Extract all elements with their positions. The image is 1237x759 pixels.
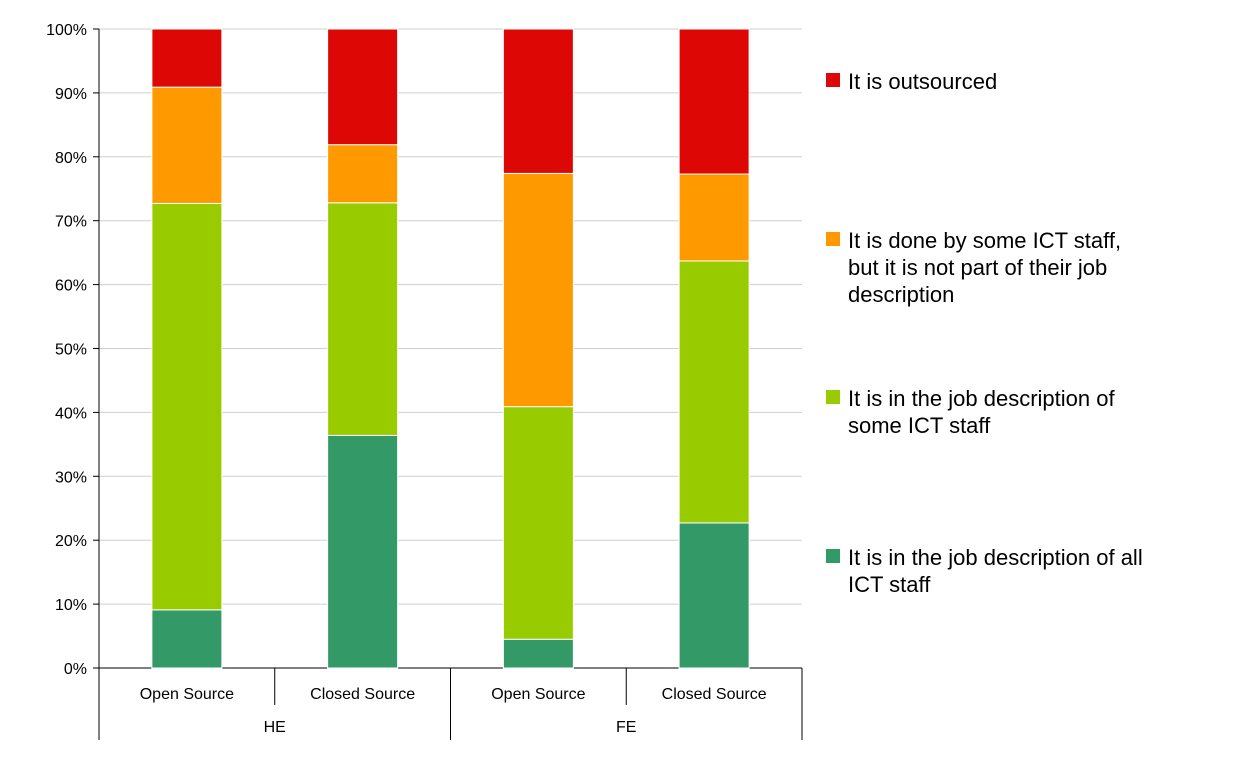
bar-segment <box>678 260 750 524</box>
bar-segment <box>502 28 574 174</box>
x-category-label: Open Source <box>140 686 234 703</box>
y-tick-label: 60% <box>55 278 87 295</box>
x-group-label: HE <box>264 719 286 736</box>
bar-segment <box>151 202 223 611</box>
bar-segment <box>502 172 574 408</box>
legend-label: It is in the job description of all ICT s… <box>848 545 1143 597</box>
bar-segment <box>678 28 750 175</box>
x-group-label: FE <box>616 719 636 736</box>
legend-line: It is outsourced <box>848 69 997 94</box>
y-tick-label: 70% <box>55 214 87 231</box>
bar-segment <box>678 522 750 669</box>
legend-swatch <box>826 549 840 563</box>
legend-line: some ICT staff <box>848 413 991 438</box>
y-tick-label: 100% <box>46 22 87 39</box>
bar-segment <box>151 86 223 204</box>
x-category-label: Closed Source <box>662 686 767 703</box>
bar-segment <box>678 173 750 262</box>
bar-segment <box>502 638 574 669</box>
bar-segment <box>327 28 399 146</box>
x-category-label: Closed Source <box>310 686 415 703</box>
y-tick-label: 80% <box>55 150 87 167</box>
legend-label: It is outsourced <box>848 69 997 94</box>
y-tick-label: 50% <box>55 342 87 359</box>
bar-segment <box>502 406 574 640</box>
legend-label: It is in the job description of some ICT … <box>848 386 1115 438</box>
bar-segment <box>327 434 399 669</box>
legend-label: It is done by some ICT staff, but it is n… <box>848 228 1121 307</box>
y-tick-label: 20% <box>55 533 87 550</box>
bar-segment <box>327 144 399 204</box>
legend-swatch <box>826 390 840 404</box>
y-tick-label: 90% <box>55 86 87 103</box>
bar-segment <box>151 28 223 88</box>
legend-swatch <box>826 73 840 87</box>
legend-line: but it is not part of their job <box>848 255 1107 280</box>
legend-line: It is done by some ICT staff, <box>848 228 1121 253</box>
legend-swatch <box>826 232 840 246</box>
legend-line: It is in the job description of all <box>848 545 1143 570</box>
y-tick-label: 40% <box>55 405 87 422</box>
legend-line: ICT staff <box>848 572 931 597</box>
legend-line: It is in the job description of <box>848 386 1115 411</box>
y-tick-label: 10% <box>55 597 87 614</box>
y-tick-label: 30% <box>55 469 87 486</box>
bar-segment <box>151 609 223 669</box>
legend-line: description <box>848 282 954 307</box>
x-category-label: Open Source <box>491 686 585 703</box>
y-tick-label: 0% <box>64 661 87 678</box>
bar-segment <box>327 202 399 436</box>
